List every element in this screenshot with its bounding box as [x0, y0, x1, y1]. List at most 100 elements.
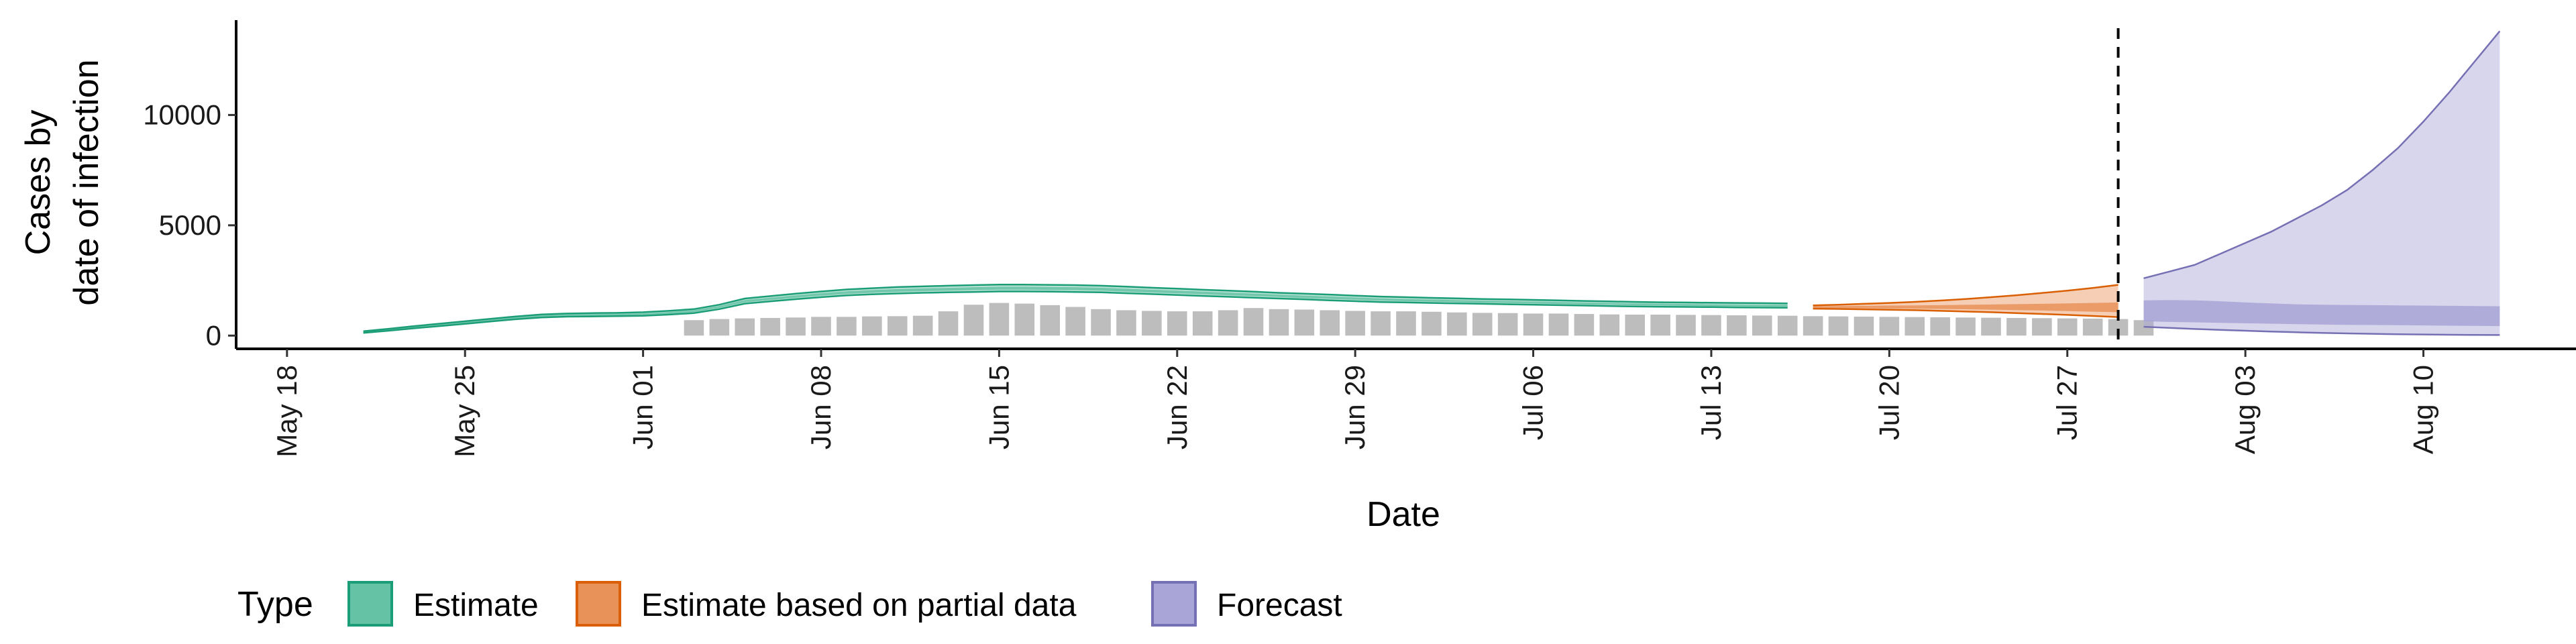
- reported-cases-bar: [1497, 313, 1518, 336]
- forecast-lower-line: [2143, 325, 2500, 336]
- reported-cases-bar: [1472, 313, 1493, 336]
- reported-cases-bar: [2057, 318, 2078, 336]
- y-axis-title-line-2: date of infection: [67, 59, 106, 305]
- reported-cases-bar: [1040, 305, 1061, 336]
- reported-cases-bar: [1727, 315, 1747, 336]
- reported-cases-bar: [1396, 311, 1416, 336]
- reported-cases-bar: [1116, 310, 1136, 336]
- reported-cases-bar: [1218, 310, 1238, 336]
- series-partial: [1813, 284, 2118, 318]
- reported-cases-bar: [1904, 317, 1925, 336]
- reported-cases-bar: [1243, 308, 1264, 336]
- reported-cases-bar: [709, 319, 730, 336]
- reported-cases-bar: [887, 316, 908, 336]
- x-tick-label: Aug 10: [2408, 365, 2439, 454]
- reported-cases-bar: [1854, 316, 1874, 336]
- legend-key: [347, 581, 393, 627]
- reported-cases-bar: [1345, 311, 1365, 336]
- x-tick-label: Aug 03: [2229, 365, 2261, 454]
- legend-key: [576, 581, 621, 627]
- reported-cases-bar: [1777, 315, 1798, 336]
- reported-cases-bar: [1752, 315, 1772, 336]
- x-tick-label: Jun 01: [627, 365, 659, 449]
- series-estimate: [363, 284, 1788, 334]
- reported-cases-bar: [1142, 311, 1162, 336]
- legend-label: Estimate based on partial data: [641, 588, 1077, 623]
- reported-cases-bar: [2032, 318, 2052, 336]
- legend-label: Forecast: [1217, 588, 1342, 623]
- reported-cases-bar: [1014, 303, 1035, 336]
- x-tick-label: Jun 15: [983, 365, 1014, 449]
- partial-lower-line: [1813, 307, 2118, 318]
- forecast-ribbon-50: [2143, 300, 2500, 327]
- forecast-ribbon-90: [2143, 31, 2500, 335]
- reported-cases-bar: [811, 317, 831, 336]
- estimate-lower-line: [363, 290, 1788, 334]
- x-tick-label: May 25: [449, 365, 480, 458]
- reported-cases-bar: [989, 303, 1010, 336]
- reported-cases-bar: [1320, 310, 1340, 336]
- reported-cases-bar: [1294, 309, 1315, 336]
- reported-cases-bar: [1930, 317, 1950, 336]
- x-tick-label: Jun 22: [1161, 365, 1193, 449]
- reported-cases-bar: [684, 320, 704, 336]
- estimate-upper-line: [363, 284, 1788, 332]
- reported-cases-bar: [1828, 316, 1849, 336]
- reported-cases-bar: [1523, 313, 1544, 336]
- reported-cases-bar: [2006, 317, 2027, 336]
- partial-ribbon-50: [1813, 302, 2118, 313]
- reported-cases-bar: [1421, 311, 1442, 336]
- legend-item: Forecast: [1151, 581, 1342, 627]
- reported-cases-bar: [1676, 315, 1696, 336]
- reported-cases-bar: [1065, 307, 1085, 336]
- legend-title: Type: [237, 585, 313, 624]
- series-forecast: [2143, 30, 2501, 336]
- x-axis-title: Date: [1366, 495, 1440, 534]
- reported-cases-bar: [1574, 314, 1595, 336]
- x-tick-label: Jul 27: [2051, 365, 2083, 440]
- legend-item: Estimate based on partial data: [576, 581, 1077, 627]
- legend-item: Estimate: [347, 581, 539, 627]
- reported-cases-bar: [2082, 318, 2103, 336]
- x-tick-label: Jul 13: [1695, 365, 1727, 440]
- reported-cases-bar: [1447, 312, 1467, 336]
- reported-cases-bar: [1167, 311, 1187, 336]
- forecast-upper-line: [2143, 30, 2501, 280]
- reported-cases-bar: [1625, 315, 1646, 336]
- reported-cases-bar: [2133, 320, 2154, 336]
- reported-cases-bar: [1981, 317, 2001, 336]
- reported-cases-bar: [862, 316, 882, 336]
- x-tick-label: Jun 08: [805, 365, 837, 449]
- y-tick-label: 5000: [159, 209, 221, 241]
- reported-cases-bar: [1803, 316, 1823, 336]
- y-axis-title-line-1: Cases by: [19, 110, 58, 256]
- reported-cases-bar: [786, 317, 806, 336]
- reported-cases-bar: [1955, 317, 1976, 336]
- reported-cases-bar: [837, 317, 857, 336]
- legend-key: [1151, 581, 1197, 627]
- reported-cases-bar: [912, 315, 933, 336]
- x-tick-label: Jun 29: [1339, 365, 1371, 449]
- reported-cases-bar: [1548, 313, 1569, 336]
- y-tick-label: 10000: [143, 99, 221, 130]
- y-tick-label: 0: [206, 319, 221, 351]
- reported-cases-bar: [938, 311, 959, 336]
- x-tick-label: Jul 06: [1517, 365, 1549, 440]
- plot-area: 0 5000 10000 May 18 May 25 Jun 01 Jun 08 Jun 15…: [143, 20, 2576, 458]
- reported-cases-bar: [1701, 315, 1721, 336]
- x-tick-label: Jul 20: [1873, 365, 1904, 440]
- reported-cases-bar: [1599, 314, 1620, 336]
- y-axis-title: Cases by date of infection: [19, 59, 106, 305]
- reported-cases-bar: [1879, 317, 1900, 336]
- reported-cases-bar: [1091, 309, 1111, 336]
- reported-cases-bar: [1650, 315, 1670, 336]
- reported-cases-bar: [1371, 311, 1391, 336]
- reported-cases-bar: [963, 305, 984, 336]
- reported-cases-bar: [1269, 309, 1289, 336]
- reported-cases-bar: [735, 318, 755, 336]
- reported-cases-bar: [760, 317, 780, 336]
- partial-upper-line: [1813, 284, 2118, 307]
- x-tick-label: May 18: [271, 365, 303, 458]
- legend: Type Estimate Estimate based on partial d…: [237, 581, 1342, 627]
